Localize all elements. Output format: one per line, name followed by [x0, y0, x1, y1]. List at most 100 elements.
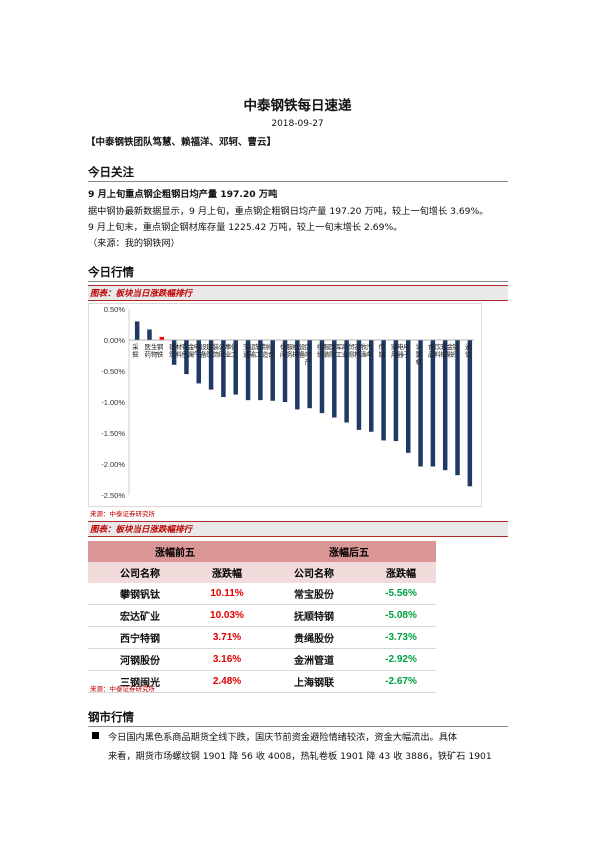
x-tick-label: 房地产 — [305, 342, 312, 366]
company-name: 常宝股份 — [262, 583, 366, 605]
y-tick-label: -2.50% — [101, 491, 125, 500]
document-date: 2018-09-27 — [271, 119, 324, 129]
chart-bar — [332, 340, 337, 418]
change-value: 3.71% — [192, 626, 262, 649]
change-value: -2.67% — [366, 670, 436, 693]
column-header-change: 涨跌幅 — [192, 562, 262, 583]
change-value: 2.48% — [192, 670, 262, 693]
chart-bar — [233, 340, 238, 395]
document-authors: 【中泰钢铁团队笃慧、赖福洋、邓轲、曹云】 — [86, 137, 277, 148]
table-row: 宏达矿业 10.03% 抚顺特钢 -5.08% — [88, 604, 436, 627]
section-divider — [88, 281, 508, 282]
y-tick-label: -2.00% — [101, 460, 125, 469]
company-name: 攀钢钒钛 — [88, 583, 192, 605]
company-name: 西宁特钢 — [88, 626, 192, 649]
steel-paragraph-line: 今日国内黑色系商品期货全线下跌，国庆节前资金避险情绪较浓，资金大幅流出。具体 — [108, 732, 458, 743]
focus-paragraph-line: 据中钢协最新数据显示，9 月上旬，重点钢企粗钢日均产量 197.20 万吨，较上… — [88, 206, 489, 217]
chart-bar — [282, 340, 288, 402]
chart-bar — [344, 340, 349, 423]
chart-bar — [208, 340, 214, 390]
chart-bar — [134, 321, 140, 340]
x-tick-label: 银行 — [453, 342, 460, 359]
chart-bar — [258, 340, 263, 401]
x-tick-label: 电子 — [403, 342, 410, 359]
x-tick-label: 化工 — [231, 342, 238, 359]
y-tick-label: -0.50% — [101, 367, 125, 376]
source-note: 来源：中泰证券研究所 — [90, 510, 155, 518]
chart-bar — [467, 340, 473, 487]
change-value: -5.08% — [366, 604, 436, 627]
figure-caption: 图表：板块当日涨跌幅排行 — [90, 525, 193, 535]
chart-bar — [295, 340, 300, 410]
change-value: 3.16% — [192, 648, 262, 671]
focus-paragraph-line: 9 月上旬末，重点钢企钢材库存量 1225.42 万吨，较上一旬末增长 2.69… — [88, 222, 403, 233]
company-name: 抚顺特钢 — [262, 604, 366, 627]
chart-bar — [307, 340, 312, 409]
y-tick-label: 0.00% — [104, 336, 126, 345]
change-value: 10.11% — [192, 583, 262, 605]
change-value: -2.92% — [366, 648, 436, 671]
x-tick-label: 食品饮料 — [428, 342, 442, 359]
x-tick-label: 非银金融 — [440, 342, 454, 359]
chart-bar — [430, 340, 436, 467]
chart-bar — [221, 340, 226, 398]
x-tick-label: 家用电器 — [391, 342, 405, 359]
x-tick-label: 建筑装饰 — [206, 342, 220, 359]
chart-bar — [245, 340, 251, 401]
chart-bar — [418, 340, 423, 467]
document-title: 中泰钢铁每日速递 — [243, 98, 352, 114]
chart-bar — [442, 340, 448, 471]
x-tick-label: 通信 — [465, 342, 472, 359]
chart-canvas: 0.50% 0.00% -0.50% -1.00% -1.50% -2.00% -2.50%… — [101, 305, 474, 500]
x-tick-label: 计算机 — [416, 342, 423, 366]
focus-headline: 9 月上旬重点钢企粗钢日均产量 197.20 万吨 — [88, 189, 278, 200]
x-tick-label: 农林牧渔 — [354, 342, 368, 359]
x-tick-label: 汽车 — [366, 342, 373, 359]
table-row: 河钢股份 3.16% 金洲管道 -2.92% — [88, 648, 436, 671]
x-tick-label: 综合 — [268, 342, 275, 359]
chart-bar — [455, 340, 460, 476]
section-heading-steel-market: 钢市行情 — [88, 710, 134, 724]
column-header-change: 涨跌幅 — [366, 562, 436, 583]
bullet-square-icon — [92, 732, 99, 739]
chart-bar — [184, 340, 189, 375]
chart-bar — [196, 340, 202, 384]
chart-bar — [270, 340, 275, 401]
x-tick-label: 传媒 — [379, 342, 386, 359]
x-tick-label: 休闲服务 — [280, 342, 294, 359]
chart-bar — [147, 329, 152, 340]
x-tick-label: 钢铁 — [157, 343, 164, 359]
figure-caption-bar: 图表：板块当日涨跌幅排行 — [88, 521, 508, 537]
change-value: -3.73% — [366, 626, 436, 649]
company-name: 贵绳股份 — [262, 626, 366, 649]
company-name: 上海钢联 — [262, 670, 366, 693]
y-tick-label: -1.00% — [101, 398, 125, 407]
company-name: 金洲管道 — [262, 648, 366, 671]
figure-caption: 图表：板块当日涨跌幅排行 — [90, 289, 193, 299]
table-row: 三钢闽光 2.48% 上海钢联 -2.67% — [88, 670, 436, 693]
x-tick-label: 轻工制造 — [255, 342, 269, 359]
change-value: -5.56% — [366, 583, 436, 605]
change-value: 10.03% — [192, 604, 262, 627]
section-heading-focus: 今日关注 — [88, 165, 134, 179]
section-divider — [88, 726, 508, 727]
y-tick-label: 0.50% — [104, 305, 126, 314]
x-tick-label: 国防军工 — [329, 343, 343, 359]
chart-bar — [393, 340, 399, 442]
column-header-name: 公司名称 — [262, 562, 366, 583]
section-heading-market: 今日行情 — [88, 265, 134, 279]
y-tick-label: -1.50% — [101, 429, 125, 438]
table-row: 西宁特钢 3.71% 贵绳股份 -3.73% — [88, 626, 436, 649]
x-tick-label: 商业贸易 — [342, 342, 356, 359]
chart-bar — [171, 340, 177, 365]
chart-bar — [356, 340, 362, 430]
source-note: 来源：中泰证券研究所 — [90, 685, 155, 693]
group-header-bottom: 涨幅后五 — [262, 541, 436, 562]
section-divider — [88, 181, 508, 182]
x-tick-label: 采掘 — [132, 342, 139, 359]
chart-bar — [369, 340, 374, 432]
column-header-name: 公司名称 — [88, 562, 192, 583]
top-bottom-stocks-table: 涨幅前五 涨幅后五 公司名称 涨跌幅 公司名称 涨跌幅 攀钢钒钛 10.11% … — [88, 541, 436, 693]
x-tick-label: 有色金属 — [181, 342, 195, 359]
chart-bar — [159, 336, 165, 340]
